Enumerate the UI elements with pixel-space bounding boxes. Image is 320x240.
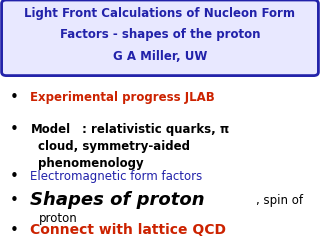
Text: Experimental progress JLAB: Experimental progress JLAB	[30, 91, 215, 104]
Text: Light Front Calculations of Nucleon Form: Light Front Calculations of Nucleon Form	[25, 7, 295, 20]
Text: Shapes of proton: Shapes of proton	[30, 192, 205, 209]
Text: •: •	[10, 90, 19, 105]
Text: •: •	[10, 122, 19, 137]
Text: , spin of: , spin of	[256, 194, 303, 207]
Text: •: •	[10, 223, 19, 238]
Text: : relativistic quarks, π: : relativistic quarks, π	[82, 123, 229, 136]
Text: phenomenology: phenomenology	[38, 157, 144, 170]
FancyBboxPatch shape	[2, 0, 318, 76]
Text: G A Miller, UW: G A Miller, UW	[113, 50, 207, 63]
Text: cloud, symmetry-aided: cloud, symmetry-aided	[38, 140, 190, 153]
Text: Factors - shapes of the proton: Factors - shapes of the proton	[60, 28, 260, 41]
Text: •: •	[10, 169, 19, 184]
Text: •: •	[10, 193, 19, 208]
Text: Electromagnetic form factors: Electromagnetic form factors	[30, 170, 203, 183]
Text: Connect with lattice QCD: Connect with lattice QCD	[30, 223, 227, 237]
Text: proton: proton	[38, 212, 77, 225]
Text: Model: Model	[30, 123, 70, 136]
